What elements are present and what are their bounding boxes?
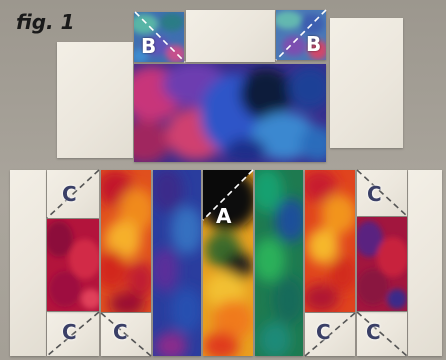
cream-panel-bottom-far-right (408, 170, 442, 356)
label-c-bottom-2: C (113, 320, 128, 344)
label-b-right: B (306, 32, 322, 56)
label-a-center: A (216, 204, 232, 228)
figure-label: fig. 1 (16, 10, 75, 34)
label-c-bottom-4: C (366, 320, 381, 344)
fabric-strip-green (255, 170, 303, 356)
cream-square-c-bottom-right (357, 312, 407, 356)
fabric-strip-left-red (47, 219, 99, 311)
fabric-strip-orange-right (305, 170, 355, 312)
label-c-bottom-1: C (62, 320, 77, 344)
cream-panel-top-center (186, 10, 275, 62)
label-c-bottom-3: C (316, 320, 331, 344)
fabric-strip-right-red (357, 217, 407, 311)
fabric-strip-center-a (203, 170, 253, 356)
label-c-top-left: C (62, 182, 77, 206)
fabric-strip-orange-left (101, 170, 151, 312)
cream-square-c-top-right (357, 170, 407, 216)
fabric-panel-top-large (134, 64, 326, 162)
label-c-top-right: C (367, 182, 382, 206)
cream-panel-top-right (330, 18, 403, 148)
cream-panel-bottom-far-left (10, 170, 46, 356)
fabric-strip-blue-left (153, 170, 201, 356)
cream-panel-top-left (57, 42, 133, 158)
label-b-left: B (141, 34, 157, 58)
